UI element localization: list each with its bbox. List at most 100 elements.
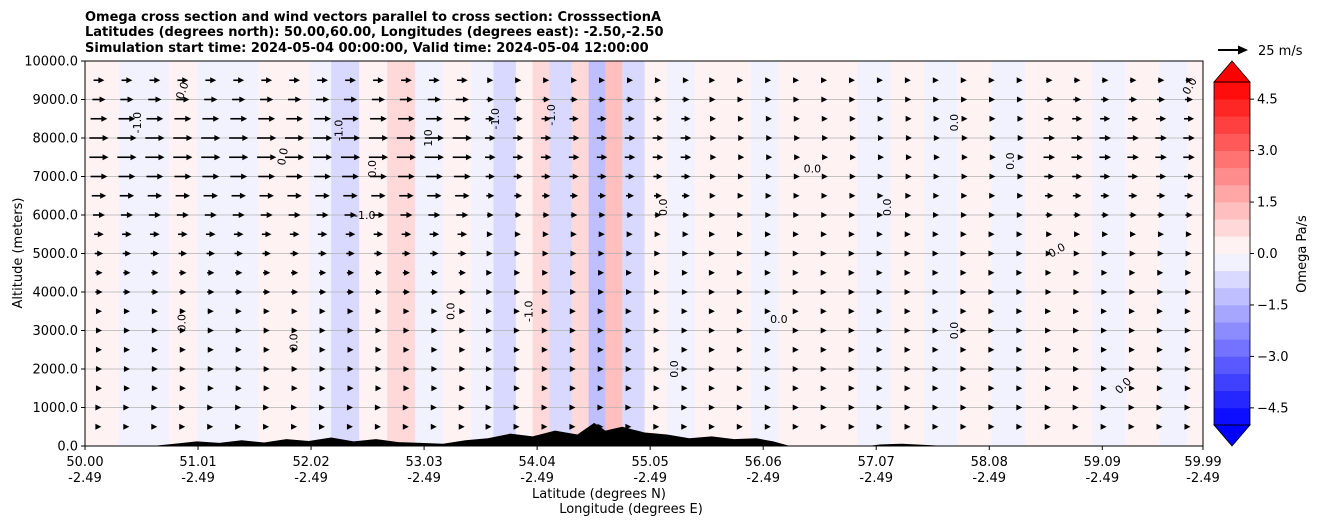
wind-vector-head — [1017, 154, 1024, 161]
colorbar-segment — [1214, 407, 1250, 426]
wind-vector-head — [656, 115, 663, 122]
wind-vector-head — [1156, 385, 1163, 392]
wind-vector-head — [1101, 250, 1108, 257]
wind-vector-head — [292, 269, 299, 276]
wind-vector-head — [1157, 231, 1164, 238]
wind-vector-head — [431, 308, 438, 315]
wind-vector-head — [1016, 366, 1023, 372]
wind-vector-head — [486, 269, 493, 276]
wind-vector-head — [764, 250, 771, 257]
wind-vector-head — [764, 346, 771, 353]
wind-vector-head — [123, 385, 130, 392]
wind-vector-head — [542, 231, 549, 238]
wind-vector-head — [932, 308, 939, 315]
wind-vector-head — [158, 154, 165, 161]
wind-vector-head — [291, 308, 298, 315]
wind-vector-head — [599, 212, 606, 218]
wind-vector-head — [905, 96, 912, 103]
wind-vector-head — [543, 96, 550, 103]
wind-vector-head — [376, 250, 383, 257]
wind-vector-head — [263, 366, 270, 372]
y-tick-label: 2000.0 — [33, 363, 79, 378]
colorbar-tick-label: 0.0 — [1257, 247, 1278, 262]
wind-vector-head — [377, 231, 384, 238]
wind-vector-head — [1073, 327, 1080, 334]
wind-vector-head — [323, 192, 330, 199]
wind-vector-head — [298, 154, 305, 161]
wind-vector-head — [933, 154, 940, 161]
contour-label: 0.0 — [770, 313, 788, 326]
wind-vector-head — [1100, 366, 1107, 372]
wind-vector-head — [320, 250, 327, 257]
wind-vector-head — [488, 192, 495, 199]
wind-vector-head — [516, 173, 523, 180]
colorbar-segment — [1214, 167, 1250, 186]
wind-vector-head — [932, 366, 939, 372]
wind-vector-head — [877, 192, 884, 199]
wind-vector-head — [793, 96, 800, 103]
wind-vector-head — [1159, 192, 1166, 199]
wind-vector-head — [1160, 154, 1167, 161]
wind-vector-head — [1104, 173, 1111, 180]
wind-vector-head — [820, 366, 827, 372]
wind-vector-head — [708, 327, 715, 334]
wind-vector-head — [848, 269, 855, 276]
wind-vector-head — [348, 269, 355, 276]
wind-vector-head — [1157, 250, 1164, 257]
wind-vector-head — [764, 289, 771, 295]
vector-key: 25 m/s — [1218, 44, 1303, 59]
wind-vector-head — [158, 135, 165, 141]
wind-vector-head — [485, 346, 492, 353]
wind-vector-head — [1100, 308, 1107, 315]
wind-vector-head — [654, 231, 661, 238]
wind-vector-head — [1017, 173, 1024, 180]
wind-vector-head — [1045, 250, 1052, 257]
wind-vector-head — [765, 212, 772, 218]
wind-vector-head — [653, 366, 660, 372]
wind-vector-head — [1016, 269, 1023, 276]
terrain-profile — [85, 422, 1203, 446]
wind-vector-head — [156, 192, 163, 199]
colorbar-segment — [1214, 356, 1250, 374]
wind-vector-head — [95, 385, 102, 392]
wind-vector-head — [1016, 346, 1023, 353]
wind-vector-head — [486, 289, 493, 295]
wind-vector-head — [1017, 115, 1024, 122]
wind-vector-head — [601, 135, 608, 141]
wind-vector-head — [850, 135, 857, 141]
wind-vector-head — [207, 366, 214, 372]
wind-vector-head — [151, 385, 158, 392]
wind-vector-head — [382, 154, 389, 161]
wind-vector-head — [181, 250, 188, 257]
wind-vector-head — [263, 327, 270, 334]
wind-vector-head — [626, 269, 633, 276]
wind-vector-head — [933, 192, 940, 199]
wind-vector-head — [1156, 404, 1163, 411]
x-tick-label-latitude: 57.07 — [858, 455, 895, 470]
wind-vector-head — [319, 308, 326, 315]
wind-vector-head — [1076, 135, 1083, 141]
wind-vector-head — [654, 250, 661, 257]
x-tick-label-longitude: -2.49 — [746, 471, 780, 486]
wind-vector-head — [459, 327, 466, 334]
wind-vector-head — [182, 77, 189, 84]
wind-vector-head — [214, 135, 221, 141]
wind-vector-head — [379, 192, 386, 199]
wind-vector-head — [570, 269, 577, 276]
wind-vector-head — [513, 327, 520, 334]
wind-vector-head — [765, 96, 772, 103]
wind-vector-head — [736, 366, 743, 372]
colorbar-segment — [1214, 287, 1250, 306]
wind-vector-head — [1017, 192, 1024, 199]
wind-vector-head — [1128, 404, 1135, 411]
wind-vector-head — [207, 346, 214, 353]
wind-vector-head — [487, 212, 494, 218]
wind-vector-head — [514, 250, 521, 257]
wind-vector-head — [1188, 135, 1195, 141]
wind-vector-head — [1187, 192, 1194, 199]
wind-vector-head — [597, 385, 604, 392]
wind-vector-head — [1073, 385, 1080, 392]
wind-vector-head — [904, 346, 911, 353]
wind-vector-head — [210, 77, 217, 84]
wind-vector-head — [764, 308, 771, 315]
